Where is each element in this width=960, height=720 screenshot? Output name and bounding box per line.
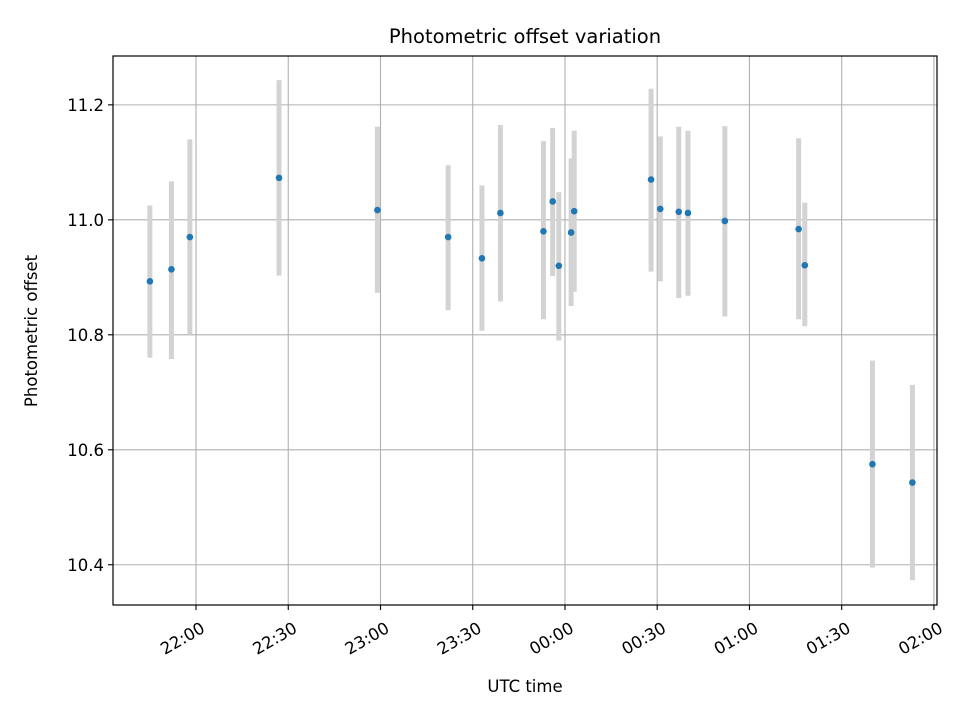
plot-frame <box>112 55 938 606</box>
y-tick-label: 10.4 <box>67 556 104 575</box>
y-tick-label: 10.8 <box>67 326 104 345</box>
data-point <box>684 209 692 217</box>
data-point <box>168 265 175 273</box>
data-point <box>869 460 876 468</box>
data-point <box>909 479 916 486</box>
y-tick-label: 10.6 <box>67 441 104 460</box>
data-point <box>570 207 578 215</box>
chart-title: Photometric offset variation <box>389 25 661 48</box>
data-point <box>567 229 575 236</box>
data-point <box>444 233 452 241</box>
data-point <box>647 176 655 183</box>
data-point <box>795 225 802 233</box>
data-point <box>801 261 809 269</box>
data-point <box>478 255 486 262</box>
data-point <box>549 198 556 205</box>
data-point <box>675 208 683 216</box>
data-point <box>374 206 381 214</box>
data-point <box>186 233 194 241</box>
x-axis-label: UTC time <box>487 677 562 696</box>
data-point <box>146 278 154 285</box>
data-point <box>656 205 664 213</box>
y-axis-label: Photometric offset <box>22 254 41 407</box>
data-point <box>497 209 504 217</box>
y-tick-label: 11.2 <box>67 96 104 115</box>
y-tick-label: 11.0 <box>67 211 104 230</box>
point-layer <box>146 174 916 486</box>
data-point <box>540 228 547 235</box>
data-point <box>275 174 283 182</box>
data-point <box>555 262 563 270</box>
data-point <box>721 217 729 225</box>
